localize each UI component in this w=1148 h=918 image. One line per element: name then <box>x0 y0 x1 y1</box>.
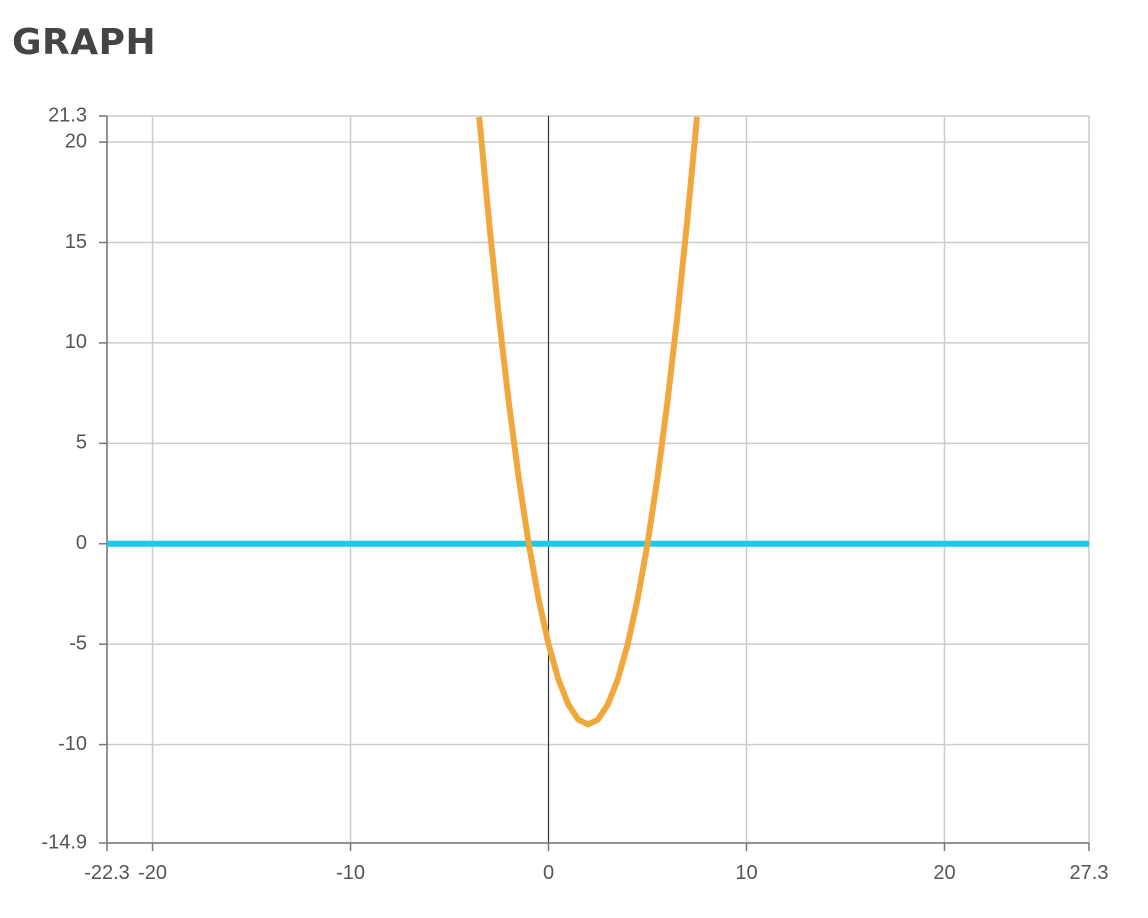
y-tick-label: 10 <box>65 331 87 353</box>
x-tick-label: -10 <box>336 862 365 884</box>
series-line-1 <box>476 116 700 728</box>
y-tick-label: 0 <box>76 532 87 554</box>
page-title: GRAPH <box>12 22 157 63</box>
y-tick-label: -10 <box>58 733 87 755</box>
x-tick-label: 27.3 <box>1070 862 1109 884</box>
grid-lines <box>106 115 1090 844</box>
y-tick-label: 20 <box>65 130 87 152</box>
y-tick-label: -14.9 <box>41 831 87 853</box>
y-tick-label: 21.3 <box>48 104 87 126</box>
x-tick-label: 20 <box>933 862 955 884</box>
series-lines <box>107 116 1089 728</box>
y-tick-label: -5 <box>69 632 87 654</box>
x-tick-label: -22.3 <box>84 862 130 884</box>
y-axis-ticks: 21.3 20 15 10 5 0 -5 -10 -14.9 <box>41 104 107 853</box>
y-tick-label: 5 <box>76 432 87 454</box>
x-tick-label: 10 <box>735 862 757 884</box>
x-tick-label: 0 <box>543 862 554 884</box>
x-tick-label: -20 <box>138 862 167 884</box>
y-tick-label: 15 <box>65 231 87 253</box>
plot-area-border <box>106 116 1089 844</box>
x-axis-ticks: -22.3 -20 -10 0 10 20 27.3 <box>84 843 1108 884</box>
